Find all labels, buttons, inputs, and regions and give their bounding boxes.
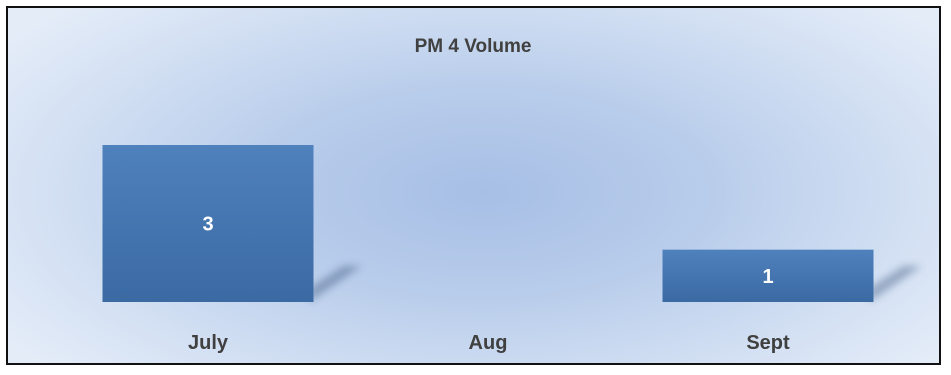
data-label-sept: 1 — [762, 266, 773, 288]
x-tick-label-sept: Sept — [746, 332, 790, 354]
data-label-july: 3 — [202, 214, 213, 236]
chart-title: PM 4 Volume — [415, 36, 532, 57]
bar-chart: PM 4 Volume 3 July Aug 1 Sept — [102, 36, 922, 354]
x-tick-label-july: July — [188, 332, 229, 354]
x-tick-label-aug: Aug — [469, 332, 508, 354]
bar-shadow-july — [309, 266, 362, 302]
chart-container: PM 4 Volume 3 July Aug 1 Sept — [6, 6, 941, 365]
bar-shadow-sept — [869, 266, 922, 302]
bar-sept — [662, 249, 874, 302]
bar-july — [102, 145, 314, 302]
